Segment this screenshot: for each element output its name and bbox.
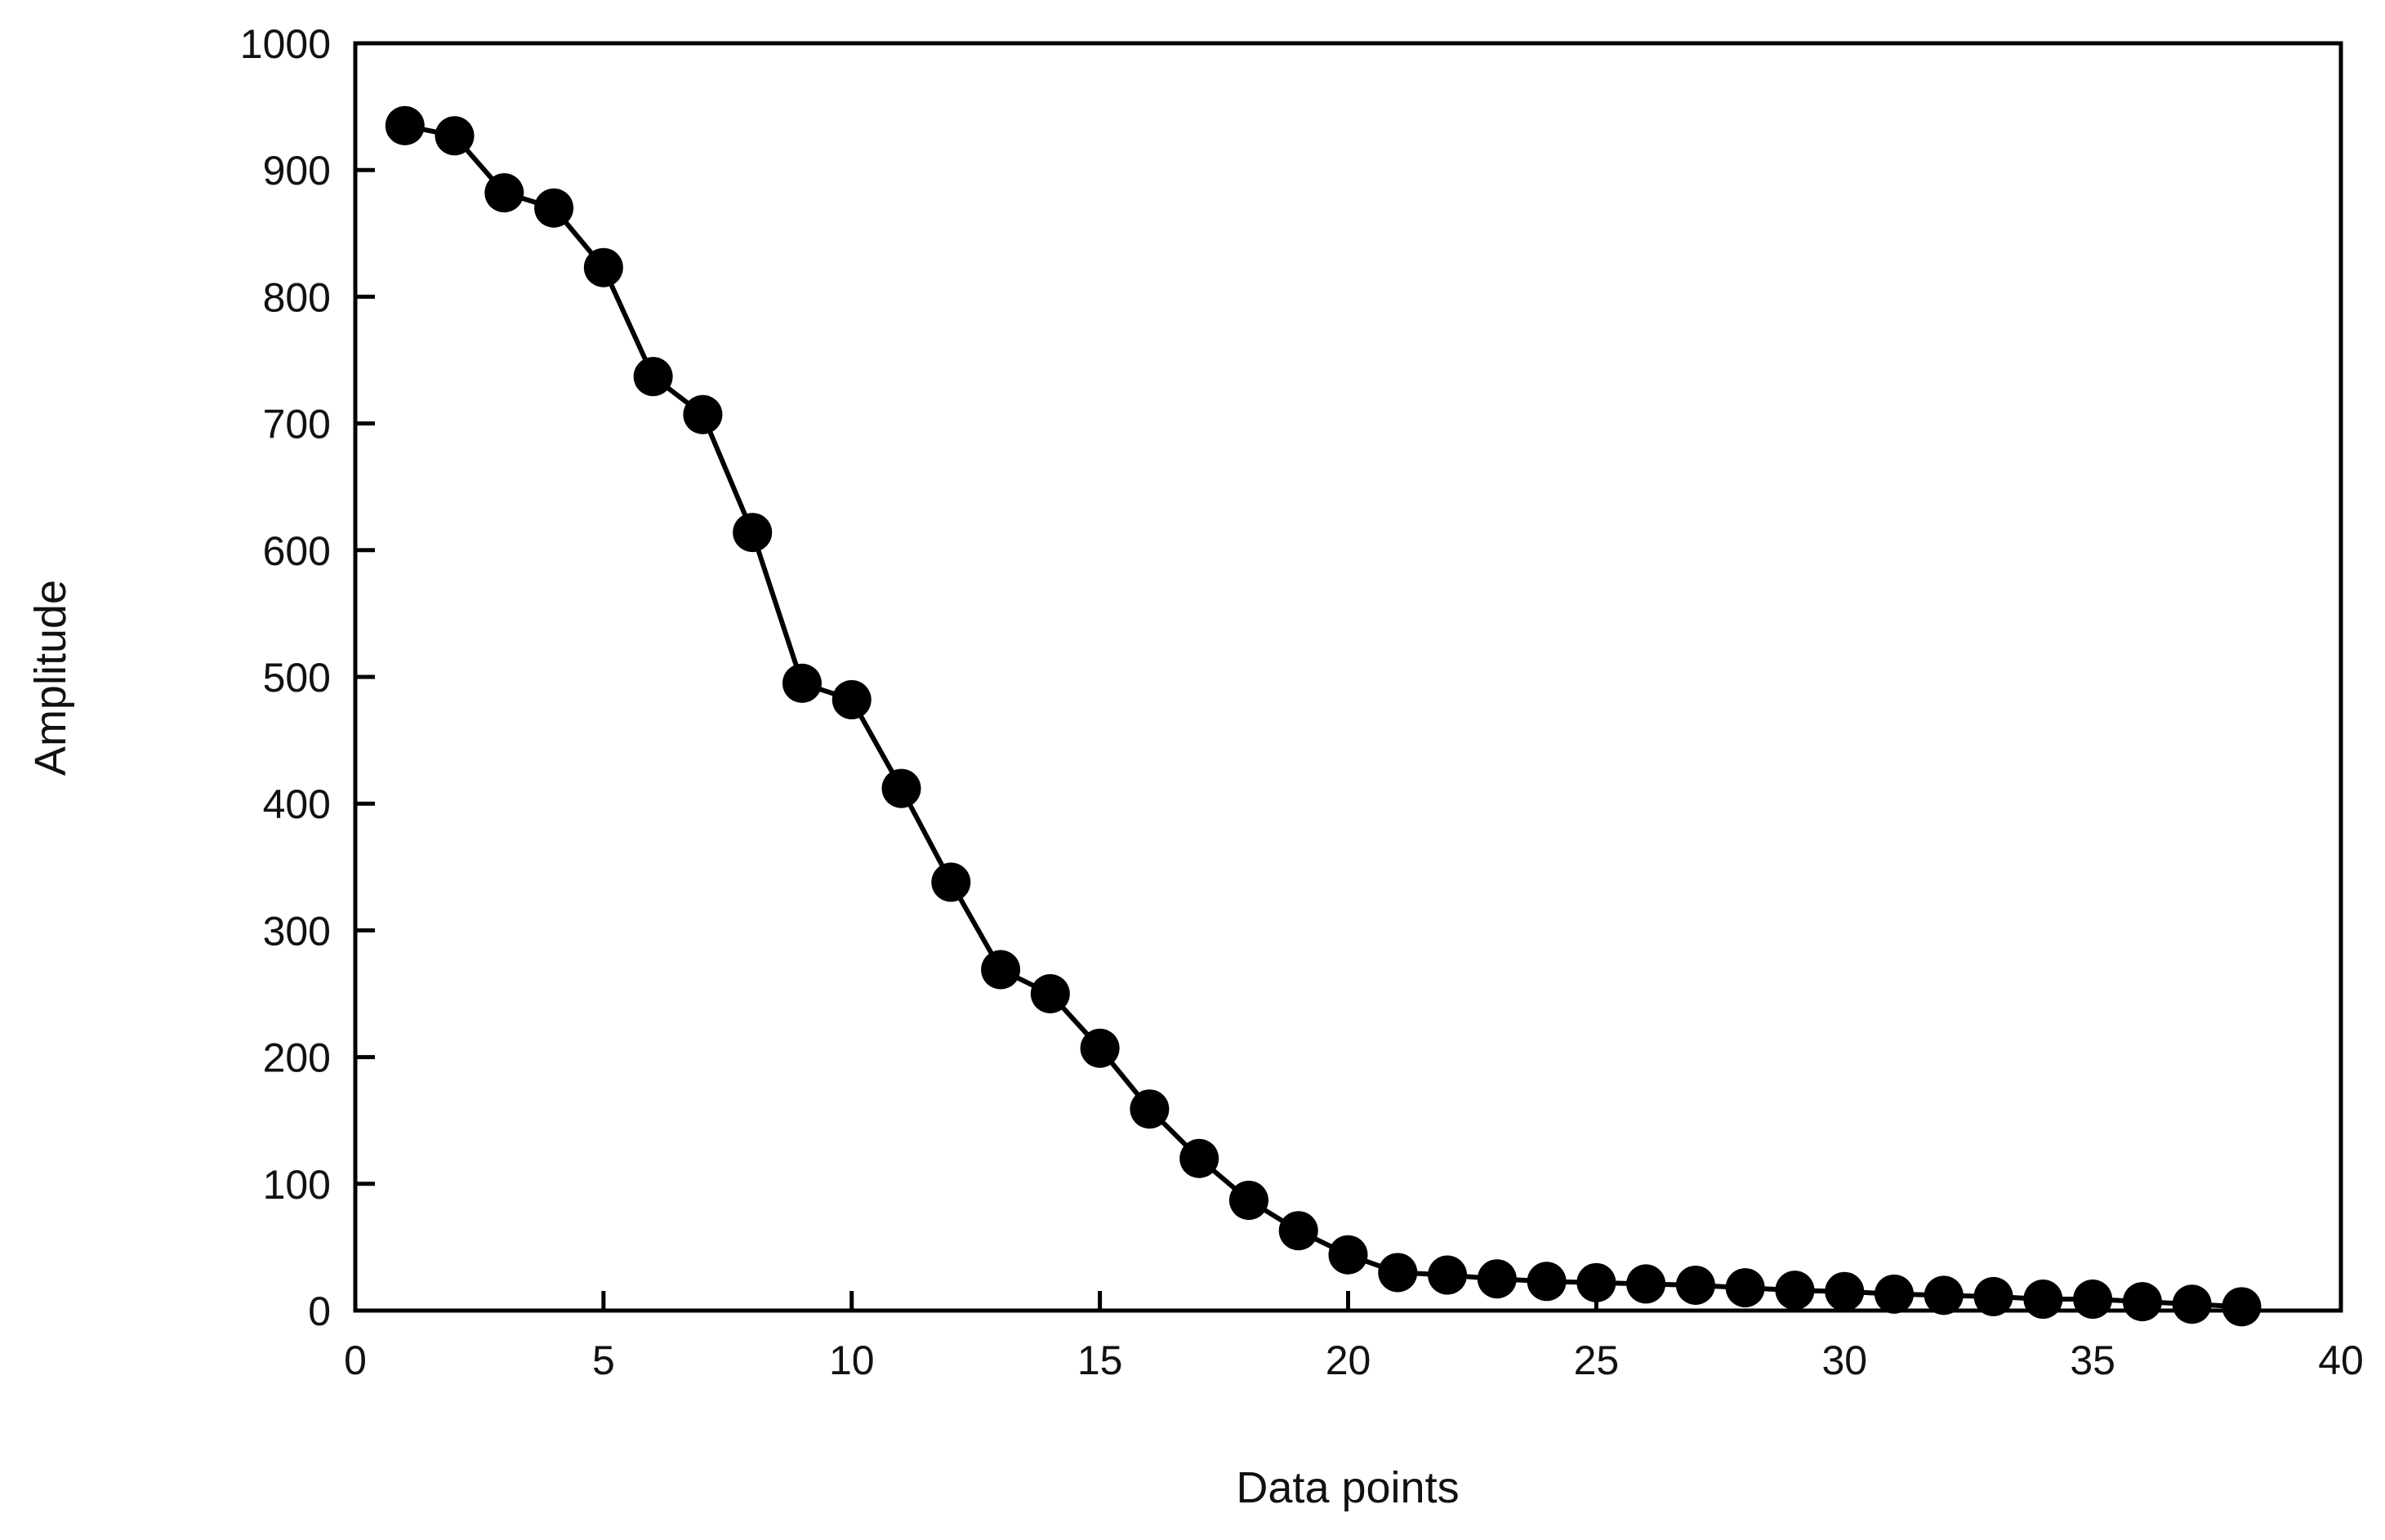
data-point <box>1675 1265 1715 1305</box>
data-point <box>2222 1287 2262 1327</box>
data-point <box>1725 1268 1765 1308</box>
y-tick-label: 200 <box>263 1035 331 1081</box>
data-point <box>1576 1262 1616 1302</box>
y-tick-label: 900 <box>263 148 331 194</box>
x-axis-ticks: 0 5 10 15 20 25 30 35 40 <box>344 1291 2364 1383</box>
data-point <box>1080 1028 1120 1068</box>
series-markers <box>385 105 2262 1327</box>
data-point <box>2023 1280 2063 1320</box>
y-tick-label: 500 <box>263 655 331 701</box>
y-tick-label: 400 <box>263 781 331 827</box>
data-point <box>1775 1271 1815 1311</box>
data-point <box>981 950 1021 990</box>
data-point <box>2073 1280 2113 1320</box>
data-point <box>1378 1253 1418 1293</box>
data-point <box>1973 1276 2013 1316</box>
y-axis-label: Amplitude <box>26 580 75 776</box>
data-point <box>583 247 623 287</box>
x-tick-label: 5 <box>592 1337 615 1383</box>
data-point <box>385 105 425 145</box>
y-tick-label: 300 <box>263 908 331 954</box>
data-point <box>1626 1264 1666 1304</box>
series-line <box>404 122 2242 1310</box>
data-point <box>831 679 872 719</box>
data-point <box>683 394 723 434</box>
data-point <box>1228 1180 1268 1220</box>
y-tick-label: 100 <box>263 1162 331 1208</box>
data-point <box>1527 1262 1567 1302</box>
data-point <box>1428 1255 1468 1295</box>
data-point <box>1328 1235 1368 1275</box>
data-point <box>881 768 921 808</box>
y-tick-label: 0 <box>308 1289 331 1334</box>
data-point <box>435 116 475 156</box>
data-point <box>782 663 822 703</box>
data-point <box>534 188 574 228</box>
x-tick-label: 30 <box>1821 1337 1867 1383</box>
data-point <box>1924 1275 1964 1315</box>
data-point <box>484 173 524 213</box>
data-point <box>2172 1284 2212 1324</box>
data-point <box>1825 1271 1865 1311</box>
data-point <box>1477 1259 1517 1299</box>
data-point <box>1278 1211 1318 1251</box>
data-point <box>633 357 673 397</box>
x-tick-label: 35 <box>2070 1337 2115 1383</box>
x-tick-label: 40 <box>2318 1337 2364 1383</box>
y-tick-label: 1000 <box>240 21 331 67</box>
x-tick-label: 0 <box>344 1337 367 1383</box>
data-point <box>1875 1274 1915 1314</box>
x-tick-label: 15 <box>1077 1337 1123 1383</box>
data-point <box>733 513 773 553</box>
x-tick-label: 10 <box>829 1337 875 1383</box>
y-tick-label: 800 <box>263 274 331 320</box>
y-axis-ticks: 0 100 200 300 400 500 600 700 800 900 1000 <box>240 21 375 1334</box>
y-tick-label: 700 <box>263 402 331 447</box>
data-point <box>1030 974 1070 1013</box>
data-point <box>931 862 971 902</box>
y-tick-label: 600 <box>263 528 331 574</box>
data-point <box>1130 1089 1170 1129</box>
data-point <box>1179 1138 1219 1178</box>
data-point <box>2122 1282 2162 1322</box>
x-axis-label: Data points <box>1236 1463 1459 1512</box>
x-tick-label: 25 <box>1574 1337 1620 1383</box>
plot-frame <box>353 41 2343 1313</box>
x-tick-label: 20 <box>1326 1337 1371 1383</box>
